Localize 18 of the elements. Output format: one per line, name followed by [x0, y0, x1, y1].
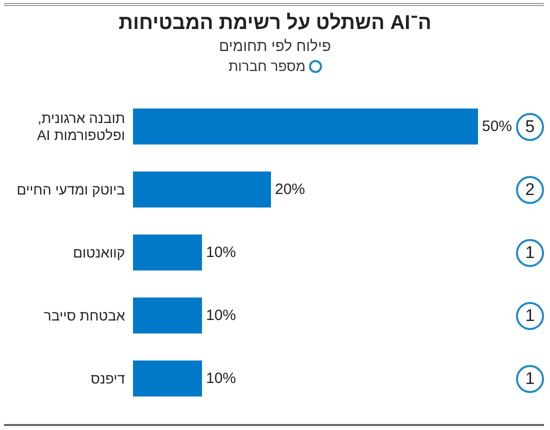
- text: 1: [524, 306, 536, 326]
- text: 1: [524, 368, 536, 388]
- chart-title: ה־AI השתלט על רשימת המבטיחות: [118, 12, 432, 34]
- text: 1: [524, 242, 536, 262]
- data-label: 50%: [482, 118, 512, 135]
- y-tick-label: תובנה ארגונית, ופלטפורמות AI: [36, 110, 125, 143]
- y-tick-label: אבטחת סייבר: [44, 308, 126, 324]
- y-tick-label: קוואנטום: [72, 244, 125, 260]
- y-tick-label: דיפנס: [90, 370, 126, 386]
- text: 2: [524, 180, 536, 200]
- data-label: 10%: [206, 370, 236, 387]
- text: 5: [524, 116, 536, 136]
- data-label: 10%: [206, 307, 236, 324]
- data-label: 10%: [206, 244, 236, 261]
- data-label: 20%: [275, 181, 306, 198]
- text: מספר חברות: [228, 58, 306, 74]
- chart-subtitle: פילוח לפי תחומים: [219, 38, 331, 55]
- y-tick-label: ביוטק ומדעי החיים: [16, 182, 125, 198]
